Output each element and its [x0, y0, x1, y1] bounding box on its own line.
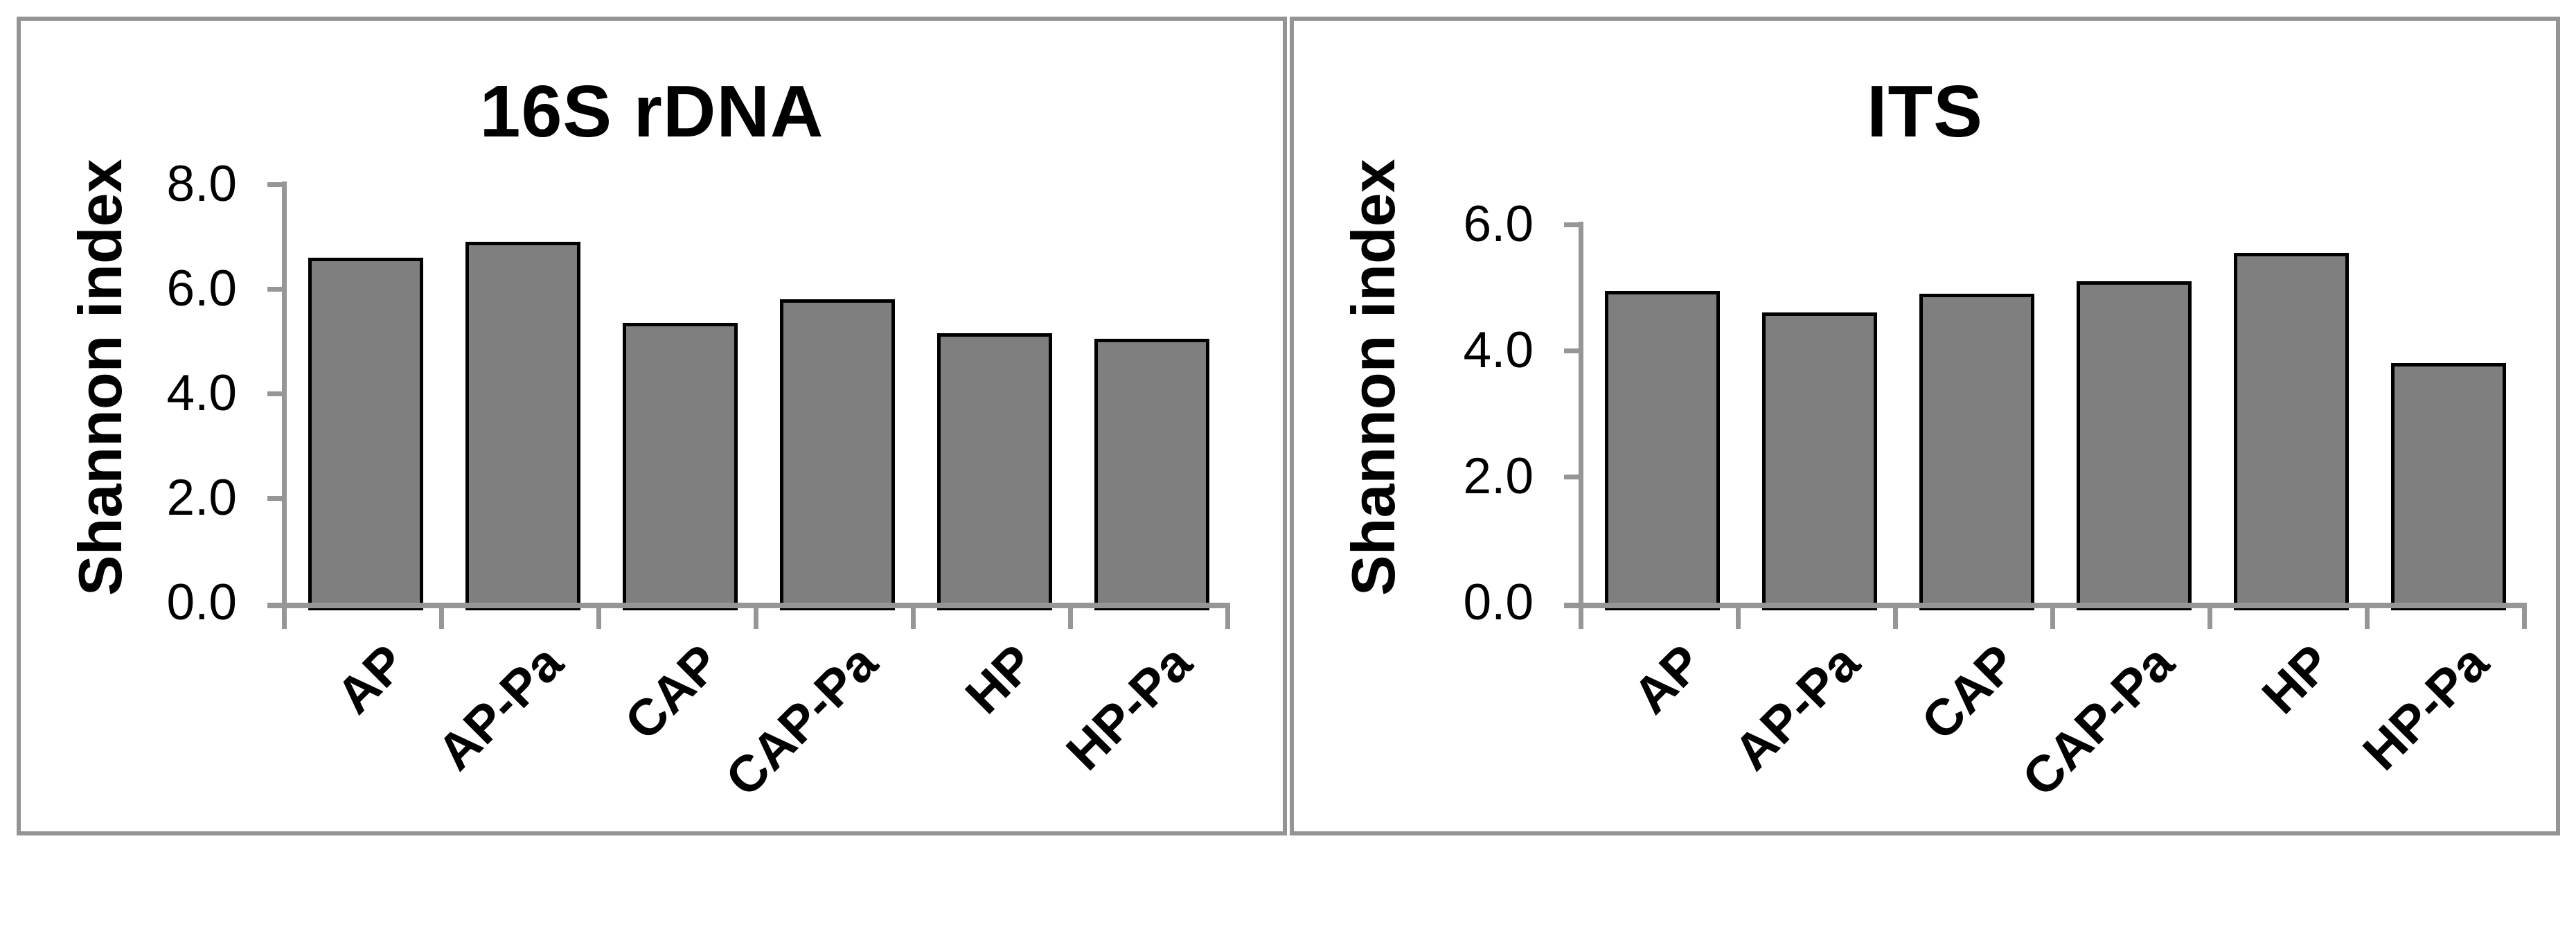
- bar-cap-pa: [779, 299, 895, 610]
- x-category-label: HP-Pa: [1054, 633, 1202, 781]
- y-tick-label: 4.0: [166, 365, 237, 421]
- bar-cap: [622, 323, 738, 610]
- x-tick-mark: [1068, 608, 1073, 629]
- y-tick-mark: [267, 287, 287, 292]
- bar-cap: [1919, 294, 2034, 610]
- x-category-label: AP-Pa: [425, 633, 574, 781]
- x-axis-line: [267, 603, 1230, 608]
- x-tick-mark: [911, 608, 916, 629]
- x-category-label: AP: [325, 633, 416, 725]
- bar-cap-pa: [2076, 281, 2192, 610]
- y-axis-title: Shannon index: [1339, 159, 1407, 596]
- x-axis-line: [1564, 603, 2527, 608]
- y-tick-label: 0.0: [1463, 574, 1534, 630]
- x-category-label: CAP: [613, 633, 731, 751]
- bar-hp: [936, 333, 1052, 610]
- bar-ap: [308, 257, 423, 610]
- x-tick-mark: [754, 608, 758, 629]
- x-category-label: CAP-Pa: [714, 633, 888, 808]
- y-tick-label: 2.0: [1463, 448, 1534, 504]
- x-tick-mark: [439, 608, 444, 629]
- x-tick-mark: [1736, 608, 1741, 629]
- y-tick-mark: [267, 391, 287, 396]
- y-tick-mark: [267, 182, 287, 187]
- chart-panel-16s-rdna: 16S rDNA Shannon index 8.0 6.0 4.0 2.0 0.0 AP…: [17, 17, 1287, 835]
- x-category-label: CAP-Pa: [2011, 633, 2185, 808]
- bar-ap: [1604, 290, 1720, 610]
- chart-title: 16S rDNA: [479, 71, 824, 152]
- x-tick-mark: [2522, 608, 2527, 629]
- x-tick-mark: [282, 608, 287, 629]
- y-tick-mark: [1564, 222, 1583, 227]
- y-tick-label: 6.0: [1463, 196, 1534, 252]
- chart-title: ITS: [1867, 71, 1983, 152]
- bar-ap-pa: [1761, 312, 1877, 610]
- x-tick-mark: [2208, 608, 2212, 629]
- x-tick-mark: [2050, 608, 2055, 629]
- chart-panel-its: ITS Shannon index 6.0 4.0 2.0 0.0 AP AP-Pa CAP…: [1290, 17, 2560, 835]
- x-tick-mark: [596, 608, 601, 629]
- figure-canvas: { "chart_data": [ { "type": "bar", "titl…: [17, 17, 2560, 835]
- y-tick-label: 6.0: [166, 260, 237, 317]
- y-tick-label: 2.0: [166, 470, 237, 526]
- x-category-label: AP-Pa: [1722, 633, 1870, 781]
- y-tick-mark: [267, 496, 287, 501]
- y-tick-mark: [1564, 348, 1583, 353]
- x-category-label: AP: [1622, 633, 1713, 725]
- x-tick-mark: [1893, 608, 1898, 629]
- x-category-label: HP: [954, 633, 1045, 725]
- x-category-label: HP-Pa: [2351, 633, 2499, 781]
- x-category-label: CAP: [1910, 633, 2027, 751]
- y-axis-line: [1579, 222, 1583, 608]
- bar-hp: [2233, 252, 2349, 610]
- y-tick-mark: [1564, 475, 1583, 479]
- x-category-label: HP: [2250, 633, 2342, 725]
- x-tick-mark: [1579, 608, 1583, 629]
- x-tick-mark: [1225, 608, 1230, 629]
- bar-hp-pa: [1094, 338, 1209, 610]
- y-tick-label: 8.0: [166, 156, 237, 212]
- x-tick-mark: [2365, 608, 2370, 629]
- y-tick-label: 4.0: [1463, 322, 1534, 378]
- y-tick-label: 0.0: [166, 574, 237, 630]
- bar-ap-pa: [465, 242, 580, 610]
- bar-hp-pa: [2390, 363, 2506, 610]
